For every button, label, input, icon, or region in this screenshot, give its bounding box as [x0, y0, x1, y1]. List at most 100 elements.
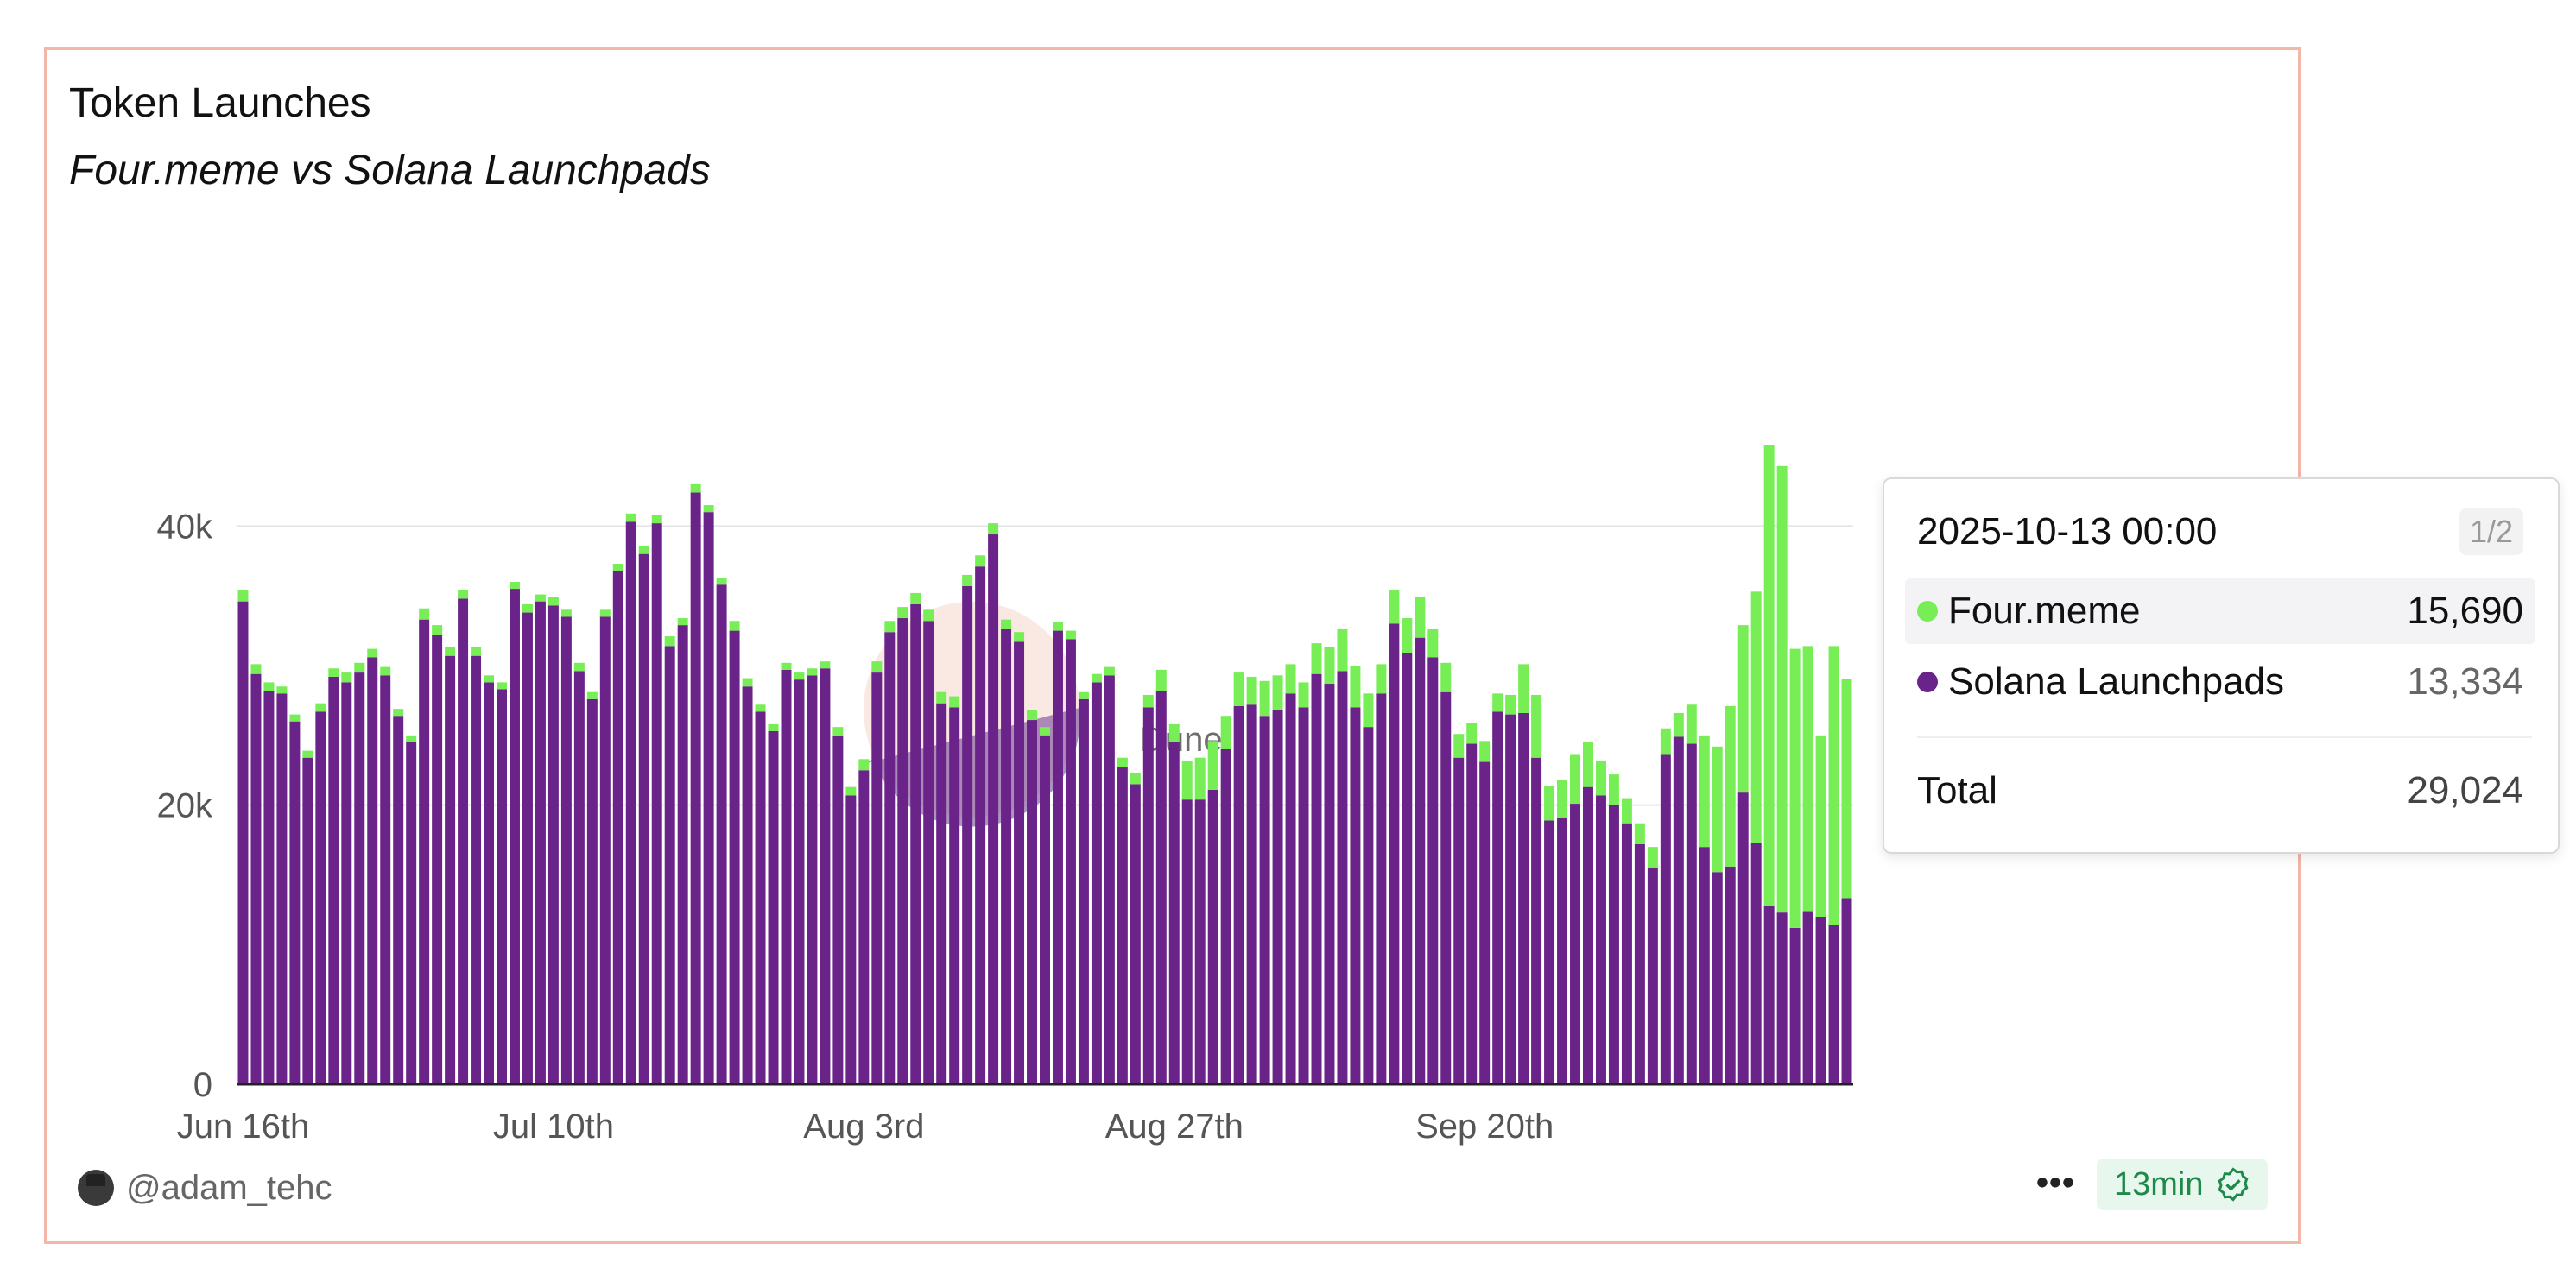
bar-fourmeme[interactable] [729, 621, 740, 631]
bar-solana[interactable] [1285, 693, 1296, 1084]
bar-solana[interactable] [1789, 927, 1801, 1084]
bar-fourmeme[interactable] [289, 714, 301, 722]
bar-solana[interactable] [1311, 673, 1322, 1084]
bar-solana[interactable] [1815, 917, 1826, 1084]
bar-fourmeme[interactable] [858, 759, 870, 771]
bar-solana[interactable] [599, 616, 611, 1084]
bar-fourmeme[interactable] [923, 609, 934, 622]
bar-solana[interactable] [1272, 710, 1283, 1084]
bar-fourmeme[interactable] [367, 648, 378, 658]
bar-solana[interactable] [1673, 736, 1684, 1084]
bar-solana[interactable] [1337, 671, 1348, 1084]
bar-fourmeme[interactable] [547, 597, 559, 606]
bar-solana[interactable] [1660, 754, 1671, 1084]
bar-solana[interactable] [832, 735, 844, 1084]
bar-solana[interactable] [871, 672, 883, 1084]
bar-fourmeme[interactable] [497, 682, 507, 690]
bar-fourmeme[interactable] [1181, 760, 1193, 800]
bar-fourmeme[interactable] [1673, 712, 1684, 737]
bar-solana[interactable] [1052, 630, 1063, 1084]
bar-fourmeme[interactable] [1350, 666, 1361, 708]
bar-fourmeme[interactable] [1583, 742, 1593, 787]
bar-fourmeme[interactable] [393, 709, 404, 717]
bar-solana[interactable] [677, 625, 688, 1084]
refresh-badge[interactable]: 13min [2097, 1159, 2268, 1210]
bar-fourmeme[interactable] [807, 668, 818, 676]
bar-solana[interactable] [1776, 912, 1788, 1084]
bar-solana[interactable] [1621, 823, 1632, 1084]
bar-fourmeme[interactable] [1518, 664, 1529, 713]
bar-solana[interactable] [1014, 641, 1025, 1084]
bar-solana[interactable] [1699, 847, 1710, 1084]
bar-solana[interactable] [1259, 716, 1270, 1084]
bar-solana[interactable] [1104, 675, 1115, 1084]
bar-solana[interactable] [1725, 866, 1736, 1084]
bar-solana[interactable] [1763, 906, 1775, 1084]
bar-solana[interactable] [1583, 786, 1593, 1084]
bar-fourmeme[interactable] [625, 513, 636, 522]
bar-solana[interactable] [625, 521, 636, 1084]
bar-fourmeme[interactable] [1776, 465, 1788, 913]
bar-solana[interactable] [393, 716, 404, 1084]
bar-fourmeme[interactable] [1376, 664, 1387, 694]
bar-fourmeme[interactable] [341, 672, 352, 683]
bar-solana[interactable] [949, 707, 960, 1085]
bar-solana[interactable] [1065, 639, 1076, 1084]
bar-solana[interactable] [1802, 911, 1813, 1084]
bar-solana[interactable] [664, 646, 675, 1084]
bar-fourmeme[interactable] [703, 505, 714, 513]
bar-solana[interactable] [250, 673, 262, 1084]
bar-fourmeme[interactable] [237, 590, 249, 602]
bar-fourmeme[interactable] [1440, 662, 1452, 692]
bar-fourmeme[interactable] [522, 603, 533, 613]
bar-fourmeme[interactable] [1634, 823, 1645, 844]
bar-solana[interactable] [1350, 707, 1361, 1085]
bar-fourmeme[interactable] [1194, 757, 1206, 800]
bar-fourmeme[interactable] [250, 664, 262, 674]
bar-solana[interactable] [1492, 711, 1503, 1084]
bar-solana[interactable] [458, 598, 469, 1084]
bar-fourmeme[interactable] [1246, 676, 1257, 705]
bar-fourmeme[interactable] [664, 636, 675, 647]
bar-fourmeme[interactable] [560, 609, 572, 617]
bar-fourmeme[interactable] [1595, 760, 1606, 796]
bar-fourmeme[interactable] [651, 515, 662, 524]
bar-solana[interactable] [1298, 707, 1309, 1085]
bar-solana[interactable] [910, 603, 921, 1084]
bar-solana[interactable] [1634, 843, 1645, 1084]
bar-fourmeme[interactable] [677, 618, 688, 626]
bar-solana[interactable] [858, 770, 870, 1084]
bar-fourmeme[interactable] [1078, 691, 1089, 699]
bar-fourmeme[interactable] [1259, 680, 1270, 717]
bar-fourmeme[interactable] [962, 574, 973, 586]
bar-solana[interactable] [289, 721, 301, 1084]
bar-fourmeme[interactable] [484, 675, 495, 683]
bar-fourmeme[interactable] [1725, 705, 1736, 867]
bar-solana[interactable] [1233, 705, 1244, 1084]
bar-fourmeme[interactable] [1389, 590, 1400, 624]
bar-solana[interactable] [1220, 749, 1231, 1084]
bar-solana[interactable] [1595, 795, 1606, 1084]
bar-solana[interactable] [1027, 720, 1038, 1084]
bar-fourmeme[interactable] [1363, 693, 1374, 728]
bar-solana[interactable] [638, 553, 649, 1084]
bar-fourmeme[interactable] [1337, 628, 1348, 672]
bar-solana[interactable] [302, 757, 313, 1084]
bar-solana[interactable] [988, 534, 999, 1084]
bar-solana[interactable] [1001, 628, 1012, 1084]
bar-solana[interactable] [1155, 691, 1167, 1084]
bar-fourmeme[interactable] [599, 609, 611, 617]
bar-solana[interactable] [509, 589, 520, 1084]
bar-solana[interactable] [1828, 925, 1839, 1084]
bar-solana[interactable] [923, 621, 934, 1084]
bar-fourmeme[interactable] [794, 672, 805, 680]
bar-solana[interactable] [484, 682, 495, 1084]
bar-solana[interactable] [573, 671, 585, 1084]
bar-solana[interactable] [1479, 761, 1491, 1084]
bar-fourmeme[interactable] [1155, 669, 1167, 691]
bar-solana[interactable] [962, 585, 973, 1084]
bar-fourmeme[interactable] [1272, 675, 1283, 710]
bar-fourmeme[interactable] [1492, 693, 1503, 712]
bar-fourmeme[interactable] [432, 625, 443, 635]
bar-fourmeme[interactable] [1570, 754, 1581, 805]
